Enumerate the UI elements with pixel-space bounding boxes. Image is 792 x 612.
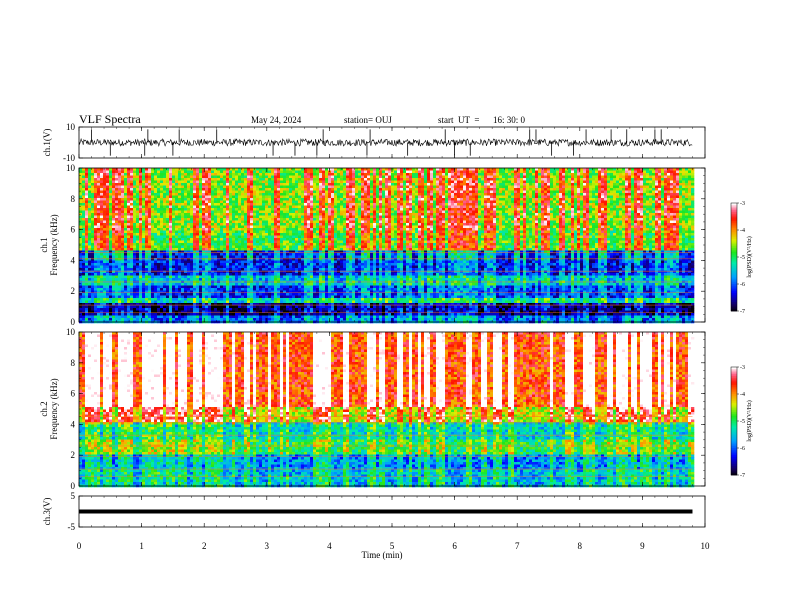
y-tick-label: -5 [68,522,76,532]
y-tick-label: 8 [71,194,76,204]
y-axis-label: ch.1(V) [42,129,52,157]
y-tick-label: 5 [71,491,76,501]
y-axis-label: ch.3(V) [42,498,52,526]
x-axis-label: Time (min) [362,550,403,560]
y-tick-label: 10 [66,327,76,337]
y-tick-label: 2 [71,286,76,296]
y-tick-label: 0 [71,481,76,491]
y-tick-label: 10 [66,163,76,173]
y-tick-label: 0 [71,317,76,327]
colorbar-tick-label: -7 [740,309,745,315]
colorbar-tick-label: -5 [740,419,745,425]
x-tick-label: 4 [327,541,332,551]
x-tick-label: 1 [139,541,144,551]
y-tick-label: -10 [63,153,75,163]
y-tick-label: 6 [71,225,76,235]
x-tick-label: 9 [640,541,645,551]
x-tick-label: 0 [77,541,82,551]
x-tick-label: 6 [452,541,457,551]
ch3-trace [79,510,692,514]
colorbar [731,367,739,475]
colorbar-tick-label: -4 [740,228,745,234]
y-axis-label-frequency: Frequency (kHz) [49,378,59,439]
colorbar-tick-label: -3 [740,365,745,371]
ch1-spectrogram [79,168,694,323]
y-axis-label-frequency: Frequency (kHz) [49,214,59,275]
y-tick-label: 4 [71,255,76,265]
x-tick-label: 10 [701,541,711,551]
ch3-waveform [79,496,692,527]
x-tick-label: 7 [515,541,520,551]
x-tick-label: 3 [265,541,270,551]
colorbar-tick-label: -3 [740,201,745,207]
y-tick-label: 8 [71,358,76,368]
y-tick-label: 2 [71,450,76,460]
ch1-waveform [79,127,692,158]
y-axis-label: ch.1 [39,237,49,252]
colorbar-tick-label: -7 [740,473,745,479]
colorbar-tick-label: -4 [740,392,745,398]
colorbar-label: log(PSD)(V²/Hz) [746,400,753,441]
colorbar-tick-label: -6 [740,282,745,288]
x-tick-label: 2 [202,541,207,551]
ch1-trace [79,139,692,146]
ch2-spectrogram [79,332,694,487]
colorbar-tick-label: -5 [740,255,745,261]
x-tick-label: 8 [578,541,583,551]
y-tick-label: 10 [66,122,76,132]
colorbar-tick-label: -6 [740,446,745,452]
colorbar [731,203,739,311]
colorbar-label: log(PSD)(V²/Hz) [746,236,753,277]
y-axis-label: ch.2 [39,401,49,416]
y-tick-label: 6 [71,389,76,399]
y-tick-label: 4 [71,419,76,429]
